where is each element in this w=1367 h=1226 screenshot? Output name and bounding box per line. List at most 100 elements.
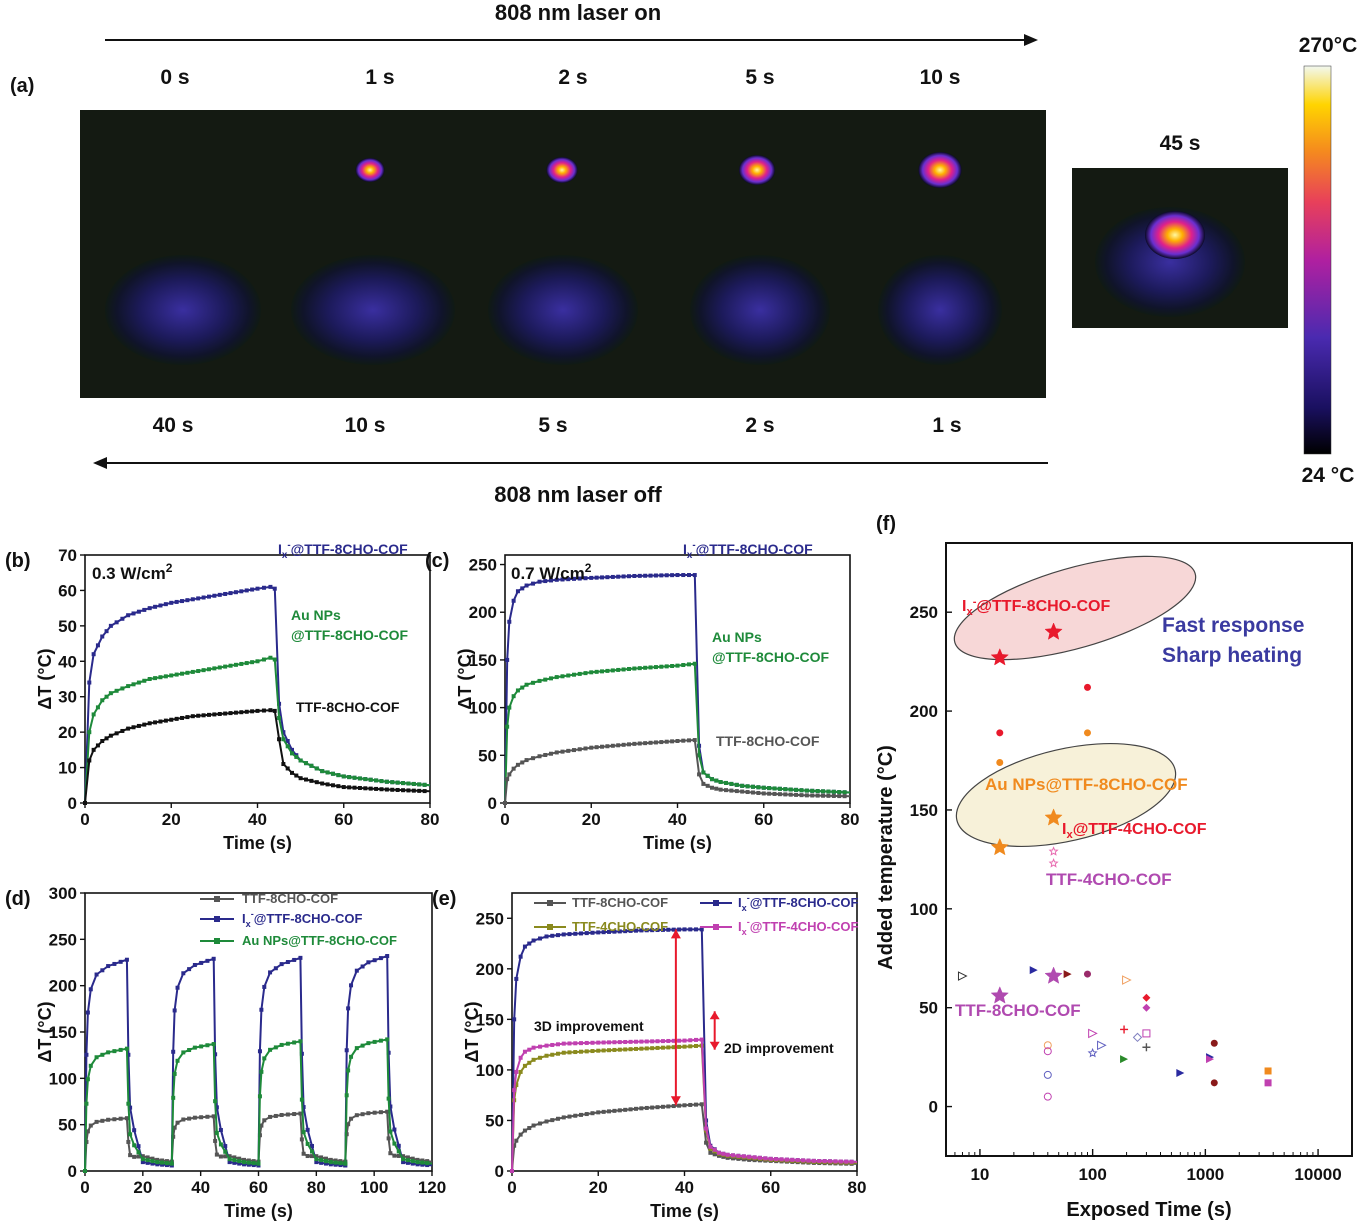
data-point: [250, 587, 255, 592]
data-point: [390, 787, 395, 792]
label-part: TTF-8CHO-COF: [242, 891, 338, 906]
data-point: [567, 1050, 572, 1055]
data-point: [623, 1039, 628, 1044]
data-point: [325, 782, 330, 787]
data-point: [354, 1113, 359, 1118]
series-line: [84, 709, 431, 804]
data-point: [583, 671, 588, 676]
y-tick-label: 150: [476, 1010, 504, 1029]
data-point: [756, 785, 761, 790]
data-point: [697, 753, 702, 758]
data-point: [185, 670, 190, 675]
data-point: [349, 1054, 354, 1059]
data-point: [531, 938, 536, 943]
data-point: [232, 1160, 237, 1165]
data-point: [1043, 1070, 1052, 1079]
legend-marker: [713, 900, 719, 906]
data-point: [242, 1157, 247, 1162]
data-point: [160, 1162, 165, 1167]
data-point: [163, 718, 168, 723]
data-point: [87, 680, 92, 685]
data-point: [142, 678, 147, 683]
data-point: [411, 781, 416, 786]
data-point: [309, 1143, 314, 1148]
data-point: [750, 790, 755, 795]
data-point: [671, 927, 676, 932]
data-point: [163, 602, 168, 607]
power-sup: 2: [585, 561, 592, 575]
data-point: [621, 667, 626, 672]
time-label-bottom: 40 s: [153, 414, 194, 437]
data-point: [554, 675, 559, 680]
data-point: [132, 1128, 137, 1133]
data-point: [731, 1153, 736, 1158]
data-point: [633, 1039, 638, 1044]
data-point: [660, 927, 665, 932]
data-point: [607, 929, 612, 934]
data-point: [717, 1150, 721, 1155]
x-tick-label: 10000: [1294, 1165, 1341, 1184]
data-point: [190, 669, 195, 674]
data-point: [251, 1161, 256, 1166]
series-label-au: @TTF-8CHO-COF: [291, 627, 409, 643]
data-point: [325, 770, 330, 775]
data-point: [104, 736, 109, 741]
data-point: [174, 599, 179, 604]
data-point: [537, 579, 542, 584]
data-point: [757, 1155, 762, 1160]
y-tick-label: 100: [476, 1061, 504, 1080]
time-label-top: 2 s: [558, 66, 587, 89]
data-point: [171, 1095, 176, 1100]
data-point: [131, 725, 136, 730]
data-point: [262, 1056, 267, 1061]
label-sup: -: [973, 596, 977, 608]
data-point: [237, 1156, 242, 1161]
panel-label: (b): [5, 550, 31, 572]
data-point: [1083, 683, 1091, 691]
data-point: [763, 1156, 768, 1161]
data-point: [550, 1052, 555, 1057]
data-point: [632, 573, 637, 578]
data-point: [637, 666, 642, 671]
y-tick-label: 0: [68, 1162, 77, 1181]
data-point: [206, 594, 211, 599]
data-point: [512, 1143, 517, 1148]
data-point: [395, 780, 400, 785]
data-point: [319, 1160, 324, 1165]
data-point: [579, 1112, 583, 1117]
data-point: [328, 1162, 333, 1167]
data-point: [838, 1159, 843, 1164]
data-point: [596, 930, 601, 935]
data-point: [309, 1149, 314, 1154]
data-point: [333, 1158, 338, 1163]
data-point: [729, 788, 734, 793]
data-point: [717, 1153, 721, 1158]
data-point: [601, 1040, 606, 1045]
data-point: [650, 1105, 655, 1110]
data-point: [114, 731, 119, 736]
data-point: [237, 1159, 242, 1164]
highlight-star: [990, 648, 1009, 666]
data-point: [577, 576, 582, 581]
data-point: [741, 1157, 746, 1162]
hot-spot: [546, 157, 578, 183]
data-point: [372, 958, 377, 963]
data-point: [514, 1083, 519, 1088]
data-point: [354, 1046, 359, 1051]
data-point: [314, 1160, 319, 1165]
data-point: [217, 592, 222, 597]
data-point: [227, 1154, 232, 1159]
data-point: [694, 1043, 698, 1048]
data-point: [1083, 970, 1091, 978]
data-point: [783, 787, 788, 792]
data-point: [392, 1141, 397, 1146]
data-point: [256, 1161, 261, 1166]
data-point: [639, 1106, 644, 1111]
data-point: [567, 1041, 572, 1046]
data-point: [344, 1093, 349, 1098]
data-point: [94, 1119, 99, 1124]
data-point: [268, 1114, 273, 1119]
data-point: [701, 770, 706, 775]
data-point: [560, 577, 565, 582]
data-point: [1088, 1028, 1098, 1039]
